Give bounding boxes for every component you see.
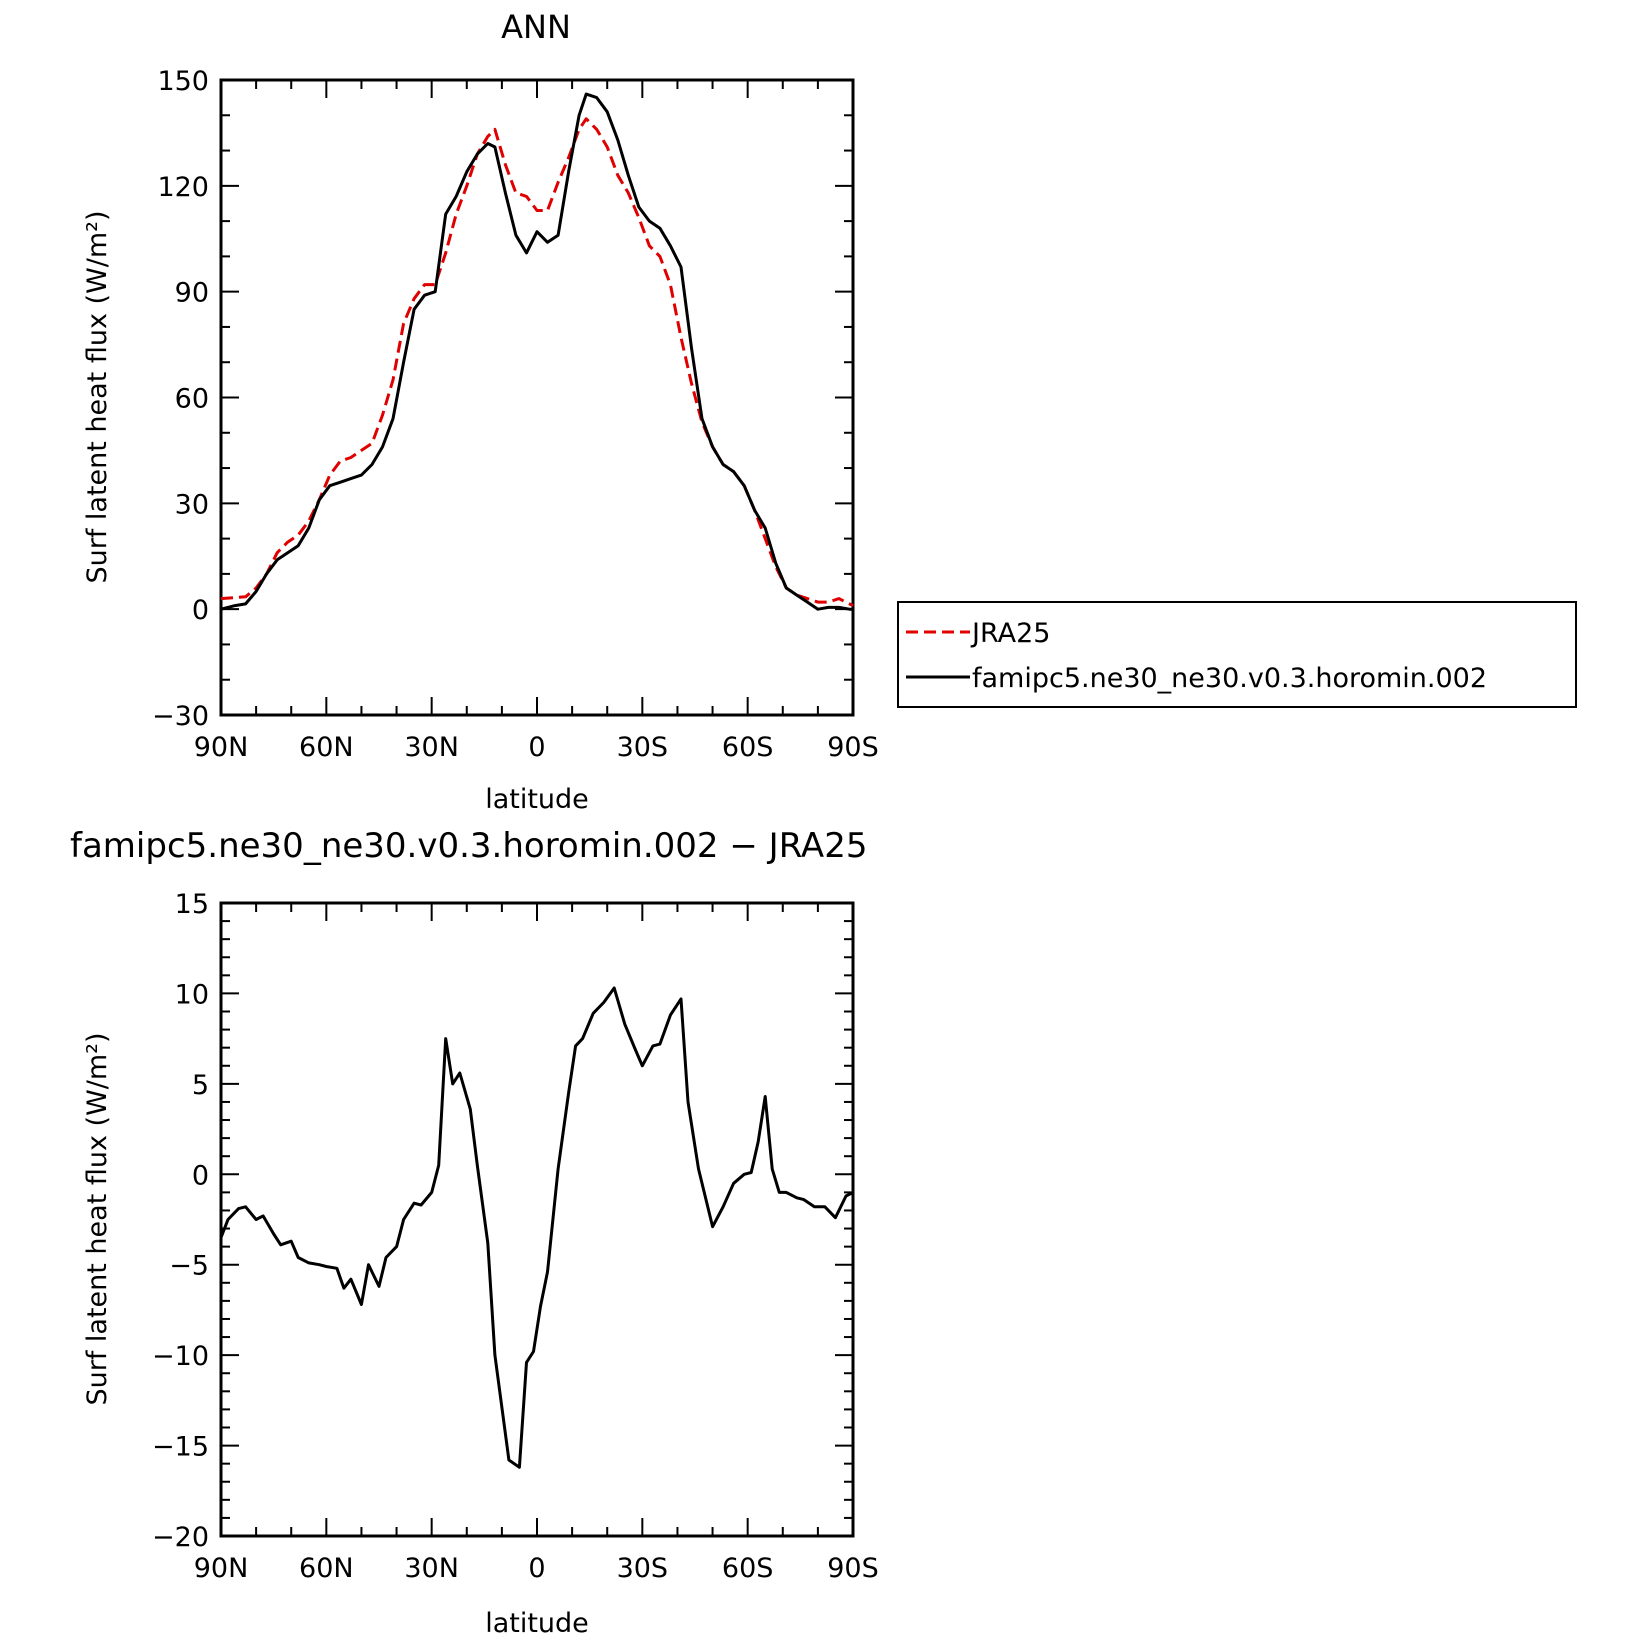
panel1-title: ANN (501, 8, 571, 46)
panel1-y-ticks: −30 0 30 60 90 120 150 (152, 66, 853, 732)
y-tick-label: 60 (175, 384, 209, 415)
y-tick-label: −15 (152, 1432, 209, 1463)
x-tick-label: 90N (194, 732, 249, 763)
y-tick-label: −30 (152, 701, 209, 732)
panel2-y-ticks: −20 −15 −10 −5 0 5 10 15 (152, 889, 853, 1553)
x-tick-label: 60S (722, 732, 774, 763)
x-tick-label: 90N (194, 1553, 249, 1584)
y-tick-label: 0 (192, 1160, 209, 1191)
y-tick-label: 120 (157, 172, 209, 203)
panel2-plot-frame (219, 901, 855, 1538)
panel1-x-ticks: 90N 60N 30N 0 30S 60S 90S (194, 80, 879, 763)
difference-line (219, 986, 854, 1469)
x-tick-label: 30S (617, 1553, 669, 1584)
x-tick-label: 90S (827, 732, 879, 763)
panel2-y-axis-label: Surf latent heat flux (W/m²) (82, 1032, 113, 1405)
y-tick-label: 30 (175, 489, 209, 520)
panel1-x-axis-label: latitude (485, 784, 589, 815)
panel1-y-axis-label: Surf latent heat flux (W/m²) (82, 210, 113, 583)
panel2-title: famipc5.ne30_ne30.v0.3.horomin.002 − JRA… (70, 826, 867, 866)
x-tick-label: 60S (722, 1553, 774, 1584)
x-tick-label: 60N (299, 1553, 354, 1584)
legend-label-jra25: JRA25 (970, 618, 1050, 649)
x-tick-label: 0 (528, 1553, 545, 1584)
panel1-plot-frame (219, 78, 855, 717)
y-tick-label: −20 (152, 1522, 209, 1553)
legend-label-model: famipc5.ne30_ne30.v0.3.horomin.002 (972, 663, 1487, 694)
legend: JRA25 famipc5.ne30_ne30.v0.3.horomin.002 (897, 601, 1577, 708)
y-tick-label: 150 (157, 66, 209, 97)
panel2-x-axis-label: latitude (485, 1608, 589, 1639)
x-tick-label: 30S (617, 732, 669, 763)
panel-annual: ANN −30 0 30 60 90 120 150 90N 60N 30N 0 30S 60S 90S… (82, 8, 879, 815)
panel2-series (219, 986, 854, 1469)
x-tick-label: 0 (528, 732, 545, 763)
y-tick-label: 10 (175, 979, 209, 1010)
x-tick-label: 60N (299, 732, 354, 763)
panel-difference: famipc5.ne30_ne30.v0.3.horomin.002 − JRA… (70, 826, 879, 1639)
y-tick-label: 5 (192, 1070, 209, 1101)
y-tick-label: 90 (175, 278, 209, 309)
y-tick-label: −5 (169, 1251, 209, 1282)
panel2-x-ticks: 90N 60N 30N 0 30S 60S 90S (194, 903, 879, 1584)
y-tick-label: 0 (192, 595, 209, 626)
series-line-0 (220, 117, 854, 607)
x-tick-label: 90S (827, 1553, 879, 1584)
legend-box (897, 601, 1577, 708)
x-tick-label: 30N (404, 1553, 459, 1584)
x-tick-label: 30N (404, 732, 459, 763)
series-line-1 (220, 92, 853, 611)
y-tick-label: −10 (152, 1341, 209, 1372)
y-tick-label: 15 (175, 889, 209, 920)
panel1-series (220, 92, 854, 611)
